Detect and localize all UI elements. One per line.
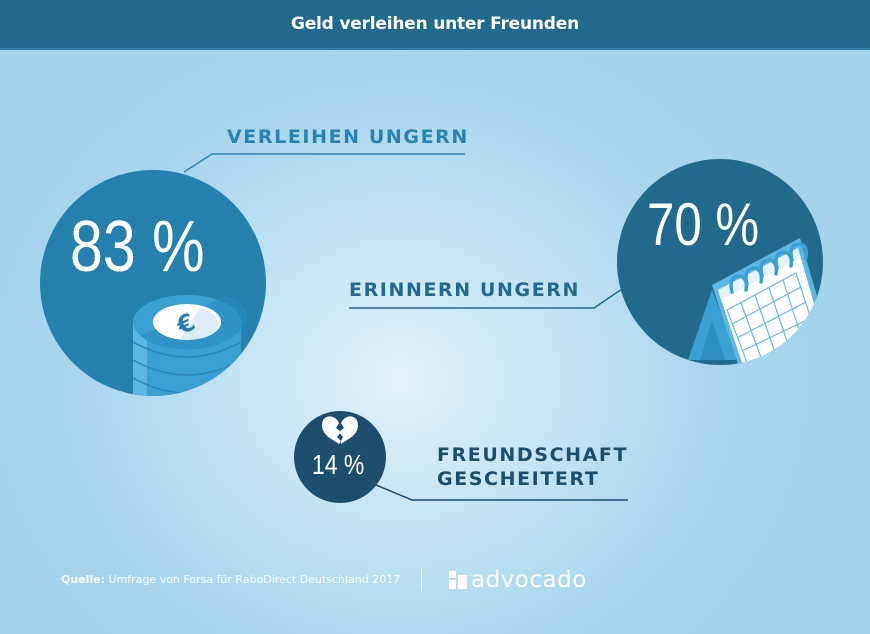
header-bar: Geld verleihen unter Freunden (0, 0, 870, 50)
footer-divider (421, 569, 422, 591)
value-freundschaft: 14 % (312, 449, 365, 480)
label-line-2: GESCHEITERT (437, 468, 600, 490)
brand-logo: advocado (449, 568, 587, 592)
label-erinnern-ungern: ERINNERN UNGERN (349, 279, 581, 301)
value-verleihen: 83 % (70, 207, 205, 287)
page-title: Geld verleihen unter Freunden (290, 14, 580, 34)
leader-line-verleihen (183, 153, 465, 173)
broken-heart-icon (322, 416, 358, 444)
source-label: Quelle: (61, 573, 106, 586)
logo-mark-icon (449, 571, 467, 589)
source-text: Umfrage von Forsa für RaboDirect Deutsch… (105, 573, 401, 586)
source-note: Quelle: Umfrage von Forsa für RaboDirect… (61, 573, 400, 586)
value-erinnern: 70 % (647, 191, 760, 258)
stat-circle-freundschaft (294, 411, 386, 503)
euro-coin-stack-icon: € (132, 295, 248, 396)
label-line-1: FREUNDSCHAFT (437, 444, 629, 466)
stat-circle-verleihen: € (40, 170, 266, 396)
label-freundschaft-gescheitert: FREUNDSCHAFT GESCHEITERT (437, 443, 628, 491)
brand-name: advocado (471, 567, 587, 593)
label-verleihen-ungern: VERLEIHEN UNGERN (227, 126, 469, 148)
leader-line-erinnern (349, 288, 623, 309)
leader-line-freundschaft (375, 484, 628, 501)
